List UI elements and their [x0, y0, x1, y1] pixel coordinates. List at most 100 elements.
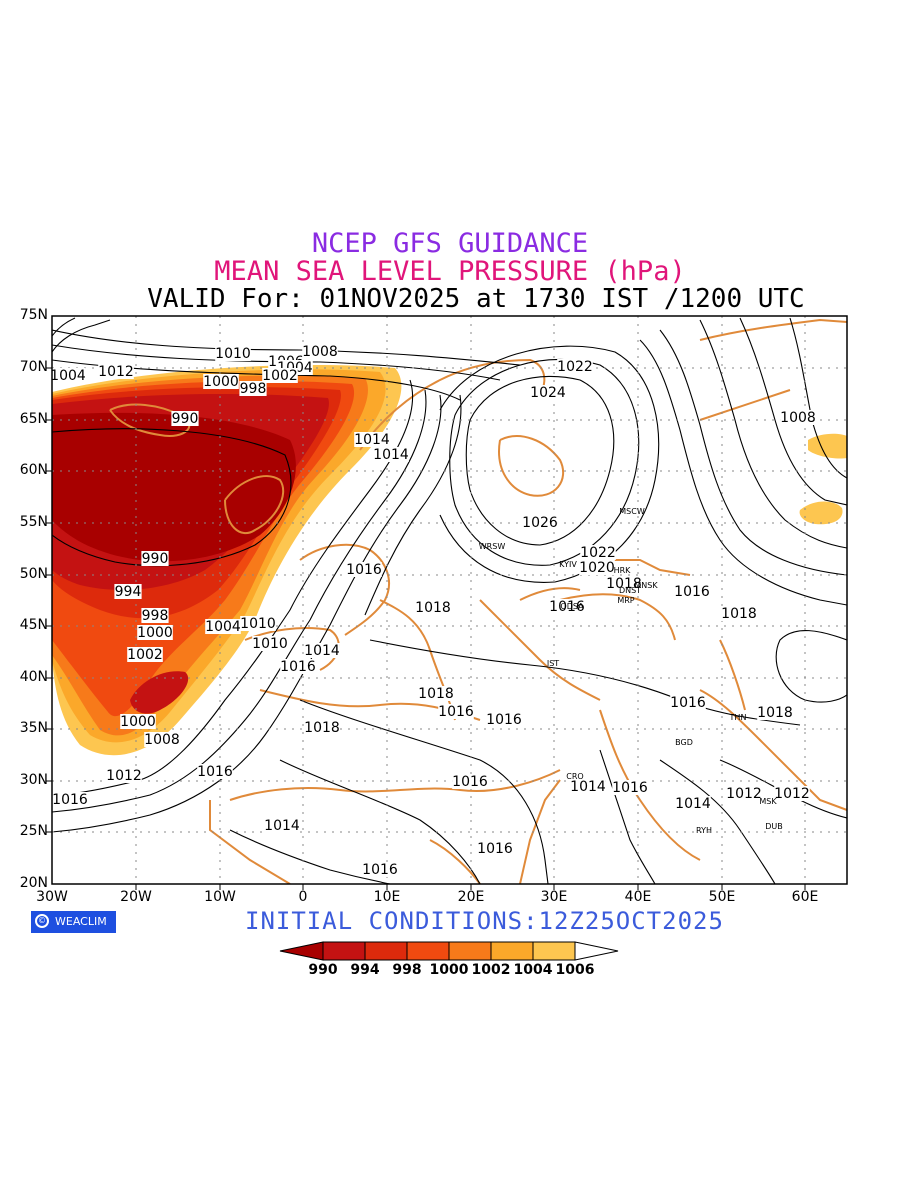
isobar-label: 1014 — [264, 818, 300, 834]
isobar-label: 1022 — [557, 359, 593, 375]
svg-text:1008: 1008 — [144, 732, 180, 748]
svg-text:1004: 1004 — [50, 368, 86, 384]
isobar-label: 1022 — [580, 545, 616, 561]
colorbar-tick: 990 — [308, 962, 338, 978]
isobar-label: 1012 — [106, 768, 142, 784]
city-code: MSK — [759, 797, 777, 806]
svg-text:1014: 1014 — [373, 447, 409, 463]
isobar-label: 1014 — [304, 643, 340, 659]
axis-ticks — [46, 367, 806, 890]
colorbar-tick: 1004 — [513, 962, 553, 978]
svg-text:1016: 1016 — [670, 695, 706, 711]
isobar-label: 1018 — [757, 705, 793, 721]
isobar-label: 1000 — [120, 714, 156, 730]
city-code: MSCW — [619, 507, 645, 516]
isobar-label: 1012 — [774, 786, 810, 802]
svg-text:1012: 1012 — [106, 768, 142, 784]
svg-text:1000: 1000 — [203, 374, 239, 390]
svg-text:1012: 1012 — [98, 364, 134, 380]
colorbar-swatch — [490, 941, 534, 961]
svg-text:1014: 1014 — [570, 779, 606, 795]
isobar-label: 1016 — [674, 584, 710, 600]
lat-label: 30N — [19, 772, 48, 788]
city-code: WRSW — [479, 542, 506, 551]
lat-label: 70N — [19, 359, 48, 375]
isobar-label: 1002 — [262, 368, 298, 384]
svg-text:1018: 1018 — [721, 606, 757, 622]
svg-text:1000: 1000 — [120, 714, 156, 730]
isobar-label: 1016 — [549, 599, 585, 615]
svg-text:1016: 1016 — [452, 774, 488, 790]
lat-label: 35N — [19, 720, 48, 736]
lon-label: 50E — [708, 889, 736, 905]
svg-text:1008: 1008 — [302, 344, 338, 360]
isobar-label: 1000 — [203, 374, 239, 390]
isobar-label: 1018 — [606, 576, 642, 592]
isobar-label: 998 — [239, 381, 267, 397]
colorbar-tick: 998 — [392, 962, 422, 978]
lat-label: 75N — [19, 307, 48, 323]
svg-text:1018: 1018 — [757, 705, 793, 721]
isobar-label: 1020 — [579, 560, 615, 576]
city-code: BGD — [675, 738, 693, 747]
city-code: KYIV — [559, 560, 577, 569]
svg-text:1016: 1016 — [549, 599, 585, 615]
svg-text:998: 998 — [142, 608, 169, 624]
svg-text:1004: 1004 — [205, 619, 241, 635]
lon-label: 30W — [36, 889, 68, 905]
lat-label: 45N — [19, 617, 48, 633]
isobar-label: 1016 — [362, 862, 398, 878]
lat-label: 20N — [19, 875, 48, 891]
svg-text:1014: 1014 — [264, 818, 300, 834]
isobar-label: 1016 — [477, 841, 513, 857]
svg-text:1016: 1016 — [280, 659, 316, 675]
svg-text:1014: 1014 — [354, 432, 390, 448]
colorbar-swatch — [532, 941, 576, 961]
city-code: IST — [547, 659, 559, 668]
isobar-label: 1014 — [373, 447, 409, 463]
isobar-label: 1012 — [98, 364, 134, 380]
colorbar-arrow-high — [574, 941, 619, 961]
lon-label: 20E — [457, 889, 485, 905]
title-field: MEAN SEA LEVEL PRESSURE (hPa) — [214, 256, 686, 287]
isobar-label: 1016 — [438, 704, 474, 720]
isobar-label: 1004 — [50, 368, 86, 384]
city-code: MNSK — [634, 581, 658, 590]
isobar-label: 1018 — [304, 720, 340, 736]
city-code: HRK — [614, 566, 632, 575]
isobar-label: 1014 — [354, 432, 390, 448]
isobar-label: 1016 — [346, 562, 382, 578]
title-product: NCEP GFS GUIDANCE — [311, 228, 589, 259]
isobar-label: 1010 — [240, 616, 276, 632]
fill-secondary-low — [130, 671, 189, 714]
svg-text:1010: 1010 — [252, 636, 288, 652]
svg-text:994: 994 — [115, 584, 142, 600]
isobar-label: 1016 — [280, 659, 316, 675]
svg-text:1016: 1016 — [362, 862, 398, 878]
fill-high-east-2 — [799, 501, 843, 525]
isobar-label: 1000 — [137, 625, 173, 641]
colorbar-tick: 1002 — [471, 962, 511, 978]
colorbar-swatch — [448, 941, 492, 961]
svg-text:1016: 1016 — [346, 562, 382, 578]
svg-text:1014: 1014 — [304, 643, 340, 659]
isobar-label: 1014 — [570, 779, 606, 795]
city-code: DUB — [765, 822, 783, 831]
city-code: THN — [729, 713, 747, 722]
svg-text:1012: 1012 — [774, 786, 810, 802]
svg-text:998: 998 — [240, 381, 267, 397]
city-code: CRO — [566, 772, 583, 781]
isobar-label: 1004 — [205, 619, 241, 635]
isobar-label: 1008 — [302, 344, 338, 360]
svg-text:1016: 1016 — [674, 584, 710, 600]
svg-text:1026: 1026 — [522, 515, 558, 531]
svg-text:1022: 1022 — [557, 359, 593, 375]
isobar-label: 998 — [141, 608, 169, 624]
lat-label: 50N — [19, 566, 48, 582]
isobar-label: 1016 — [486, 712, 522, 728]
map-content: 1004101210101006100810041002100099899010… — [50, 316, 847, 884]
isobar-label: 1014 — [675, 796, 711, 812]
colorbar-swatch — [364, 941, 408, 961]
